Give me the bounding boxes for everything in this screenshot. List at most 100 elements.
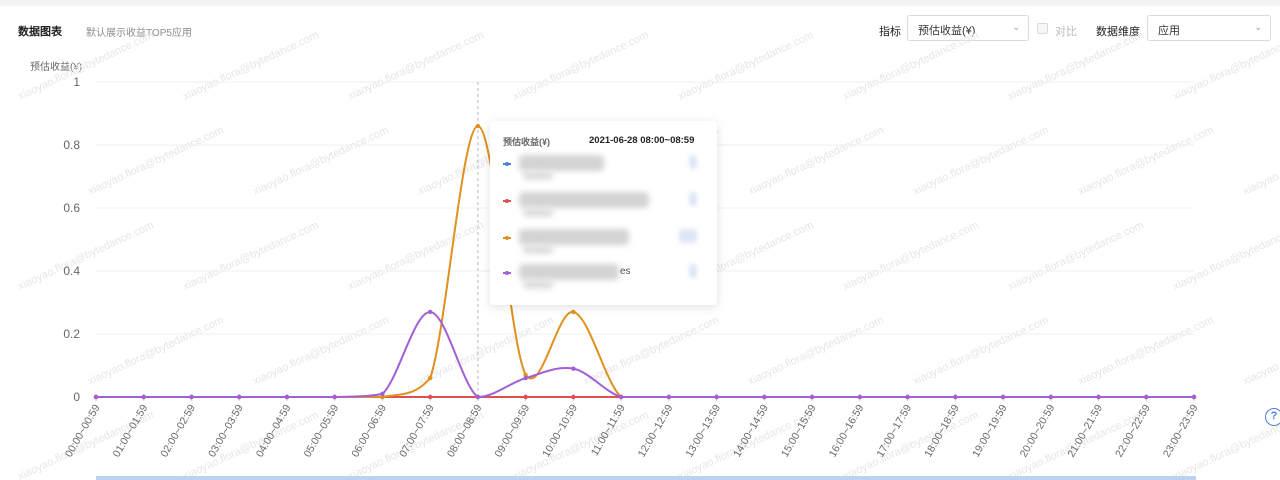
x-tick-label: 05:00~05:59: [302, 402, 342, 459]
data-point[interactable]: [284, 394, 290, 400]
data-point[interactable]: [571, 366, 576, 371]
data-point[interactable]: [762, 394, 767, 400]
data-point[interactable]: [1000, 394, 1006, 400]
redacted-name: [523, 171, 553, 180]
watermark-text: xiaoyao.flora@bytedance.com: [1241, 124, 1280, 197]
metric-select[interactable]: 预估收益(¥) ⌄: [907, 15, 1029, 41]
redacted-name: [519, 264, 619, 280]
data-point[interactable]: [380, 391, 385, 397]
data-point[interactable]: [380, 394, 385, 400]
data-point[interactable]: [332, 394, 337, 400]
redacted-value: [679, 229, 697, 243]
data-point[interactable]: [666, 394, 672, 400]
compare-checkbox[interactable]: [1037, 23, 1048, 34]
series-marker-icon: [503, 197, 511, 205]
data-point[interactable]: [475, 123, 481, 129]
y-tick-label: 0: [73, 390, 80, 404]
watermark-text: xiaoyao.flora@bytedance.com: [181, 219, 320, 292]
x-tick-label: 06:00~06:59: [349, 402, 389, 459]
watermark-text: xiaoyao.flora@bytedance.com: [86, 124, 225, 197]
series-marker-icon: [503, 234, 511, 242]
data-point[interactable]: [618, 394, 624, 400]
redacted-name: [523, 280, 553, 289]
metric-select-value: 预估收益(¥): [918, 25, 976, 37]
tooltip-title: 预估收益(¥): [503, 137, 550, 147]
watermark-text: xiaoyao.flora@bytedance.com: [1171, 29, 1280, 102]
data-point[interactable]: [905, 394, 910, 400]
data-point[interactable]: [571, 394, 576, 400]
data-point[interactable]: [809, 394, 815, 400]
watermark-text: xiaoyao.flora@bytedance.com: [841, 409, 980, 480]
dimension-select[interactable]: 应用 ⌄: [1147, 15, 1271, 41]
data-point[interactable]: [237, 394, 242, 400]
x-tick-label: 09:00~09:59: [493, 402, 533, 459]
series-3: [93, 309, 1197, 400]
x-tick-label: 23:00~23:59: [1161, 402, 1201, 459]
watermark-text: xiaoyao.flora@bytedance.com: [1076, 124, 1215, 197]
watermark-text: xiaoyao.flora@bytedance.com: [911, 314, 1050, 387]
y-tick-label: 0.2: [63, 327, 80, 341]
tooltip-row: [503, 192, 703, 217]
data-point[interactable]: [523, 394, 528, 400]
data-point[interactable]: [523, 375, 528, 381]
data-point[interactable]: [141, 394, 146, 400]
compare-label[interactable]: 对比: [1055, 26, 1077, 38]
series-marker-icon: [503, 269, 511, 277]
watermark-text: xiaoyao.flora@bytedance.com: [16, 219, 155, 292]
data-point[interactable]: [953, 394, 958, 400]
watermark-text: xiaoyao.flora@bytedance.com: [16, 29, 155, 102]
data-point[interactable]: [427, 309, 433, 315]
chevron-down-icon: ⌄: [1254, 22, 1262, 32]
y-tick-label: 0.8: [63, 138, 80, 152]
y-tick-label: 1: [73, 75, 80, 89]
data-point[interactable]: [857, 394, 863, 400]
redacted-name: [519, 192, 649, 208]
help-icon[interactable]: ?: [1265, 408, 1280, 426]
data-point[interactable]: [714, 394, 719, 400]
tooltip-row: [503, 155, 703, 180]
top-strip: [0, 0, 1280, 6]
redacted-value: [689, 155, 697, 169]
dimension-label: 数据维度: [1096, 26, 1140, 38]
y-axis-label: 预估收益(¥): [30, 62, 83, 73]
y-tick-label: 0.6: [63, 201, 80, 215]
watermark-text: xiaoyao.flora@bytedance.com: [251, 314, 390, 387]
watermark-text: xiaoyao.flora@bytedance.com: [1241, 314, 1280, 387]
watermark-text: xiaoyao.flora@bytedance.com: [1006, 219, 1145, 292]
dimension-select-value: 应用: [1158, 25, 1180, 37]
watermark-text: xiaoyao.flora@bytedance.com: [911, 124, 1050, 197]
redacted-name: [523, 245, 553, 254]
x-tick-label: 13:00~13:59: [683, 402, 723, 459]
data-point[interactable]: [427, 375, 433, 381]
y-tick-label: 0.4: [63, 264, 80, 278]
x-tick-label: 16:00~16:59: [827, 402, 867, 459]
watermark-text: xiaoyao.flora@bytedance.com: [511, 409, 650, 480]
watermark-text: xiaoyao.flora@bytedance.com: [841, 219, 980, 292]
x-tick-label: 02:00~02:59: [158, 402, 198, 459]
data-point[interactable]: [93, 394, 99, 400]
redacted-value: [689, 264, 697, 278]
data-point[interactable]: [1048, 394, 1053, 400]
data-point[interactable]: [571, 309, 576, 315]
data-point[interactable]: [1144, 394, 1149, 400]
watermark-text: xiaoyao.flora@bytedance.com: [746, 124, 885, 197]
data-point[interactable]: [1096, 394, 1101, 400]
data-point[interactable]: [475, 394, 481, 400]
data-point[interactable]: [189, 394, 194, 400]
data-zoom-slider[interactable]: [96, 476, 1196, 480]
data-point[interactable]: [1191, 394, 1197, 400]
data-point[interactable]: [523, 372, 528, 378]
watermark-text: xiaoyao.flora@bytedance.com: [181, 29, 320, 102]
watermark-text: xiaoyao.flora@bytedance.com: [1171, 219, 1280, 292]
watermark-text: xiaoyao.flora@bytedance.com: [1006, 29, 1145, 102]
chart-tooltip: 预估收益(¥) 2021-06-28 08:00~08:59 es: [490, 121, 717, 305]
watermark-text: xiaoyao.flora@bytedance.com: [841, 29, 980, 102]
data-point[interactable]: [427, 394, 433, 400]
redacted-name: [519, 229, 629, 245]
watermark-text: xiaoyao.flora@bytedance.com: [181, 409, 320, 480]
watermark-text: xiaoyao.flora@bytedance.com: [86, 314, 225, 387]
tooltip-row-suffix: es: [620, 266, 631, 277]
chart-header: 数据图表 默认展示收益TOP5应用 指标 预估收益(¥) ⌄ 对比 数据维度 应…: [0, 14, 1280, 46]
panel-subtitle: 默认展示收益TOP5应用: [86, 28, 192, 39]
